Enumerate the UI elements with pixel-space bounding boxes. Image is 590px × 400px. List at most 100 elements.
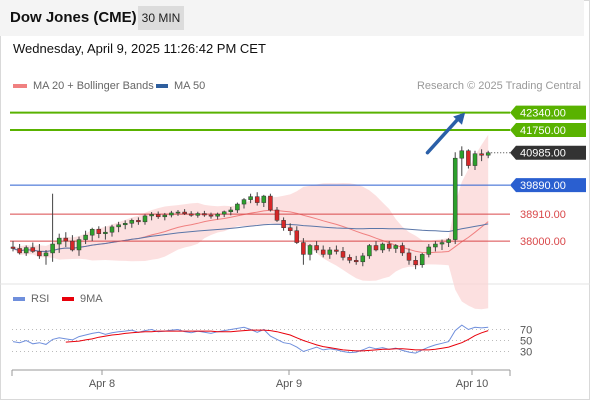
legend-ma20-bollinger: MA 20 + Bollinger Bands (13, 80, 154, 92)
candle (221, 210, 227, 218)
candle (413, 255, 418, 270)
candle (479, 149, 484, 162)
candle (393, 244, 399, 253)
candle (63, 232, 69, 247)
candle (380, 242, 385, 253)
candle-body (129, 220, 135, 224)
candle (446, 238, 451, 247)
candle-body (459, 150, 465, 159)
legend-swatch-rsi (13, 297, 25, 301)
candle (254, 192, 260, 206)
candle-body (155, 214, 161, 218)
candle-body (479, 153, 484, 156)
candle (10, 241, 16, 252)
last-level-tag-2 (510, 145, 586, 160)
candle-body (162, 214, 168, 218)
candle-body (23, 247, 29, 254)
candle (116, 221, 121, 233)
candle (466, 149, 471, 169)
rsi-tick-label-30: 30 (520, 347, 532, 359)
x-tick-label: Apr 10 (456, 378, 488, 390)
candle-body (122, 223, 128, 226)
candle-body (466, 150, 471, 166)
candle-body (320, 249, 326, 255)
candle-body (373, 245, 379, 251)
candle (70, 235, 75, 252)
support-level-label-4: 38910.00 (520, 209, 566, 221)
candle (83, 230, 88, 245)
candle-body (182, 211, 187, 215)
candle-body (43, 252, 49, 257)
candle (360, 252, 366, 267)
candle (386, 241, 392, 252)
candle (76, 236, 82, 256)
candle (281, 217, 286, 231)
forecast-arrow-shaft (425, 113, 463, 155)
candle-body (472, 153, 478, 166)
legend-swatch-9ma (62, 297, 74, 301)
candle-body (202, 213, 207, 216)
candle-body (50, 243, 55, 254)
candle (235, 202, 240, 213)
candle-body (70, 240, 75, 251)
candle-body (248, 196, 253, 200)
candle-body (406, 252, 412, 261)
candle (208, 212, 214, 219)
legend-rsi: RSI (13, 293, 49, 305)
candle-body (340, 251, 346, 258)
candle (89, 227, 95, 242)
candle-body (76, 239, 82, 251)
candle (241, 198, 247, 209)
candle (96, 226, 102, 239)
candle-body (10, 246, 16, 249)
support-level-label-5: 38000.00 (520, 236, 566, 248)
interval-button[interactable]: 30 MIN (138, 6, 184, 30)
candle (162, 212, 168, 221)
candle-body (393, 245, 399, 249)
legend-label-rsi: RSI (31, 293, 50, 305)
header-bar: Dow Jones (CME) 30 MIN (0, 0, 584, 36)
candle-body (109, 226, 115, 233)
candle-body (56, 237, 62, 245)
candle (37, 244, 42, 259)
candle-body (439, 242, 445, 245)
candle-body (228, 209, 234, 213)
candle-body (380, 243, 385, 251)
candle-body (83, 234, 88, 240)
candle (419, 252, 425, 268)
candle (248, 193, 253, 204)
candle-body (413, 260, 418, 266)
candle (103, 226, 108, 240)
candle (129, 218, 135, 228)
candle-body (208, 214, 214, 217)
candle (43, 249, 49, 265)
candle (142, 214, 148, 225)
candle-body (30, 247, 36, 252)
candle-body (433, 243, 438, 248)
candle-body (254, 196, 260, 203)
resistance-level-tag-0 (510, 105, 586, 120)
candle-body (353, 260, 359, 263)
candle (155, 211, 161, 219)
candle-body (63, 237, 69, 242)
candle (195, 211, 201, 218)
candle (30, 242, 36, 253)
candle-body (268, 195, 273, 211)
candle-body (367, 245, 372, 257)
candle (307, 244, 313, 261)
candle-body (307, 245, 313, 255)
candle (136, 217, 141, 225)
candle (261, 194, 267, 208)
candle-body (221, 211, 227, 215)
instrument-title: Dow Jones (CME) (10, 9, 137, 26)
legend-label-ma20: MA 20 + Bollinger Bands (33, 80, 154, 92)
legend-label-ma50: MA 50 (174, 80, 206, 92)
candle (56, 233, 62, 253)
candle (17, 244, 22, 255)
candle (228, 207, 234, 216)
candle-body (334, 249, 339, 252)
datetime-label: Wednesday, April 9, 2025 11:26:42 PM CET (13, 41, 266, 56)
legend-swatch-ma50 (156, 84, 168, 88)
pivot-level-label-3: 39890.00 (520, 180, 566, 192)
